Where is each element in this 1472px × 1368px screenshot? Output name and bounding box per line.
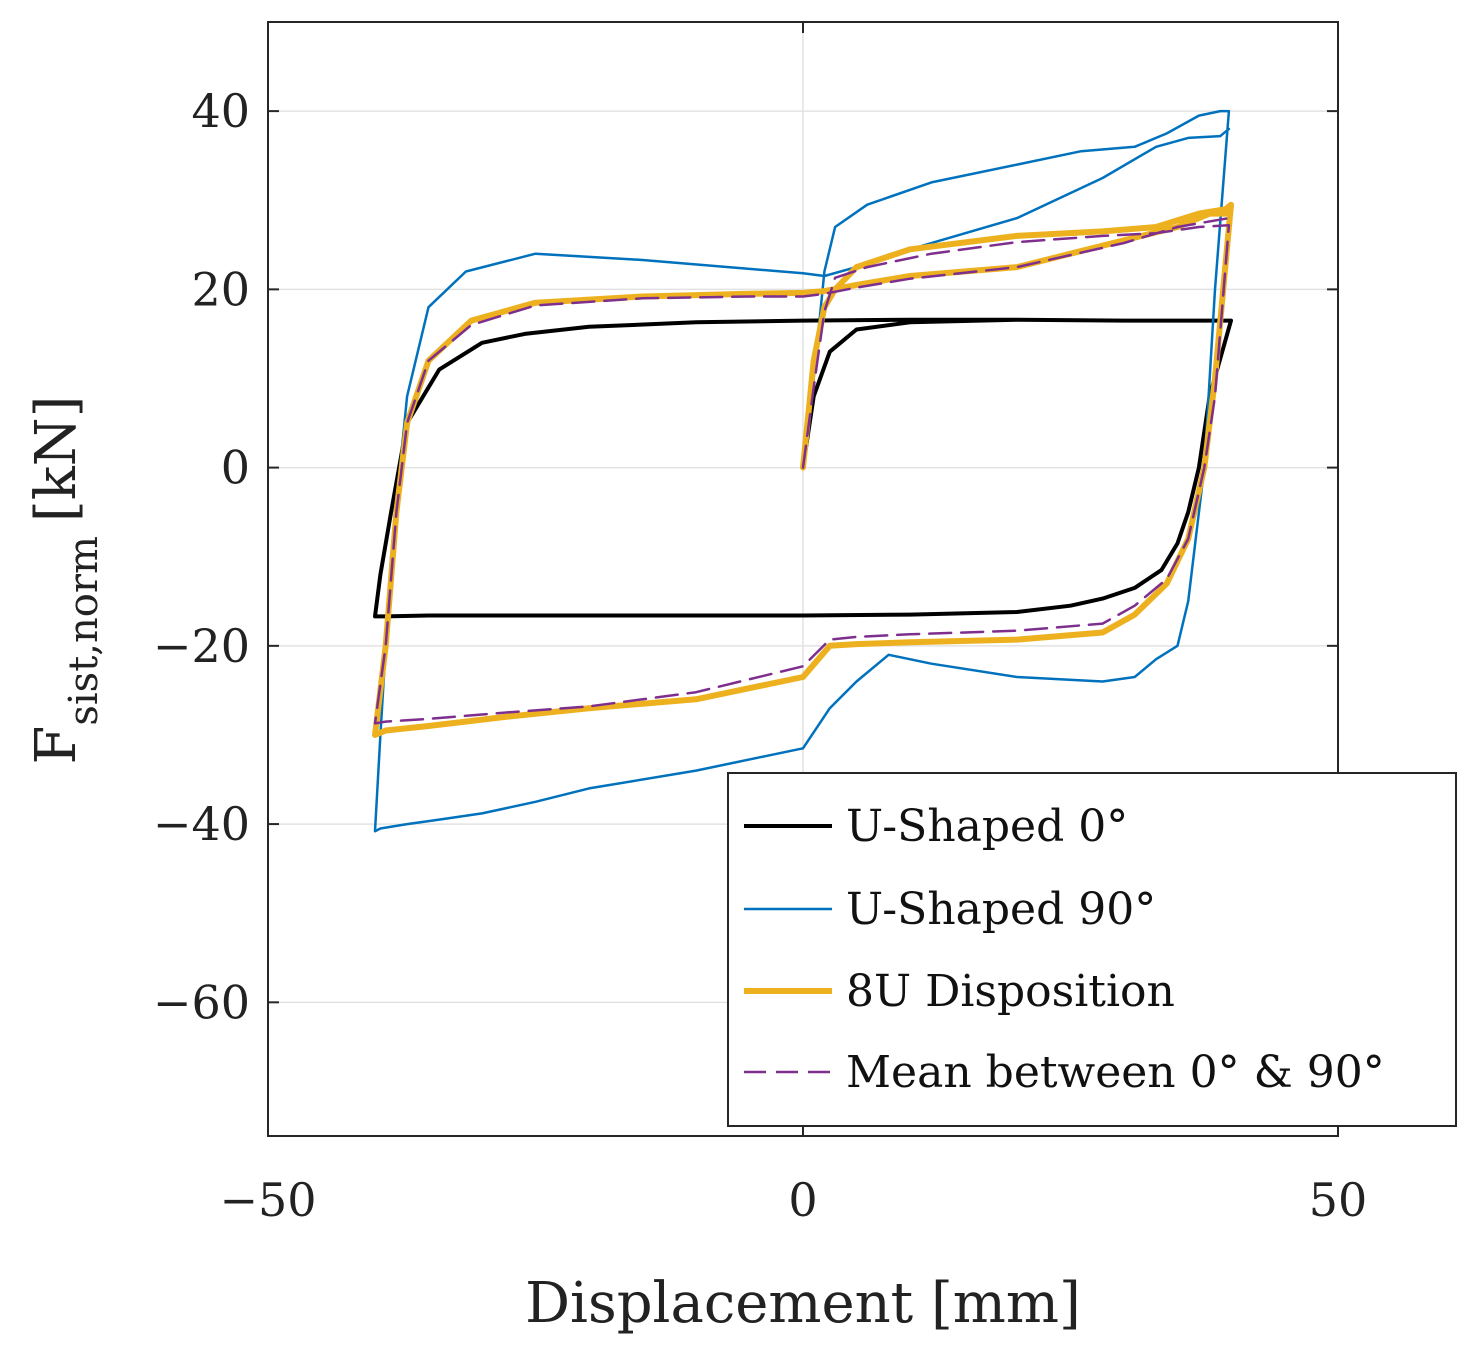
y-tick-label: 20 [191, 262, 250, 316]
series-line-3 [372, 201, 1234, 738]
x-tick-label: 50 [1309, 1173, 1368, 1227]
y-axis-label-unit: [kN] [24, 395, 89, 522]
y-tick-label: 0 [221, 441, 250, 495]
series-layer [372, 109, 1234, 833]
x-tick-label: 0 [788, 1173, 817, 1227]
y-axis-label-main: F [24, 726, 89, 765]
y-axis-label: Fsist,norm [kN] [24, 395, 107, 764]
series-line-1 [373, 317, 1233, 619]
y-tick-label: 40 [191, 84, 250, 138]
legend-box [727, 772, 1457, 1127]
legend-label-2: U-Shaped 90° [846, 884, 1156, 935]
legend-label-1: U-Shaped 0° [846, 801, 1128, 852]
y-axis-label-subscript: sist,norm [61, 536, 107, 726]
y-tick-label: −60 [153, 975, 250, 1029]
legend-label-4: Mean between 0° & 90° [846, 1047, 1385, 1098]
x-tick-label: −50 [219, 1173, 316, 1227]
series-line-2 [373, 109, 1231, 833]
series-line-4 [373, 216, 1231, 725]
legend: U-Shaped 0° U-Shaped 90° 8U Disposition Mea… [727, 772, 1457, 1127]
tick-labels: −60 −40 −20 0 20 40 −50 0 50 [153, 84, 1367, 1227]
legend-label-3: 8U Disposition [846, 966, 1175, 1017]
x-axis-label: Displacement [mm] [525, 1271, 1081, 1336]
y-tick-label: −20 [153, 619, 250, 673]
y-tick-label: −40 [153, 797, 250, 851]
